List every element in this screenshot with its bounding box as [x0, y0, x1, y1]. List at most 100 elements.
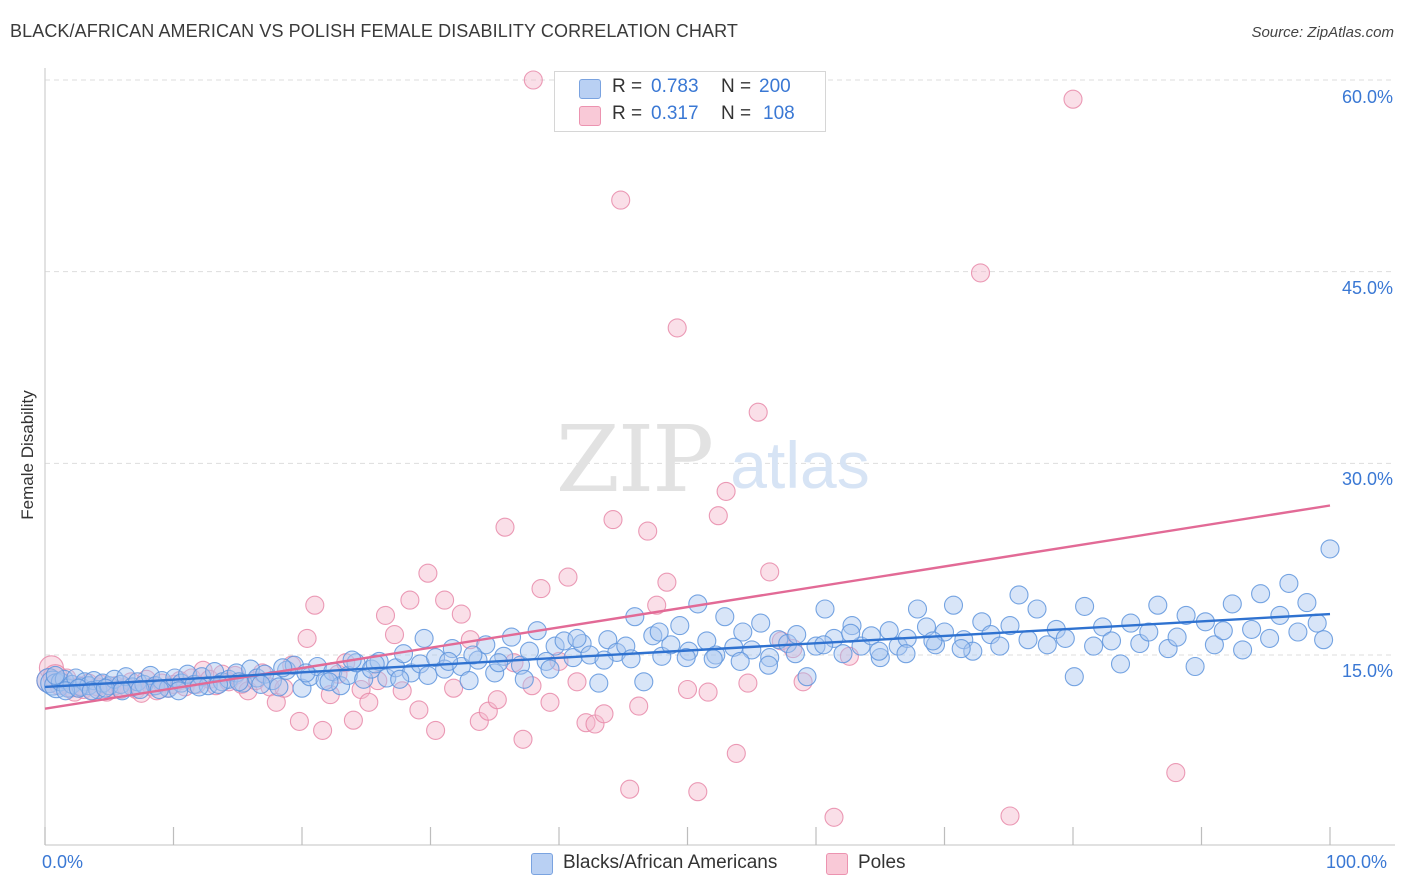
blacks-point	[990, 636, 1010, 656]
blacks-point	[833, 644, 853, 664]
blacks-point	[1320, 539, 1340, 559]
blacks-point	[545, 636, 565, 656]
blacks-point	[319, 672, 339, 692]
poles-point	[594, 704, 614, 724]
blacks-point	[661, 635, 681, 655]
poles-point	[716, 481, 736, 501]
blacks-point	[733, 622, 753, 642]
y-tick-label: 15.0%	[1341, 661, 1393, 681]
poles-legend-swatch-icon	[826, 853, 848, 875]
blacks-trend-line	[44, 612, 1331, 689]
n-value: 108	[763, 103, 795, 124]
blacks-point	[1167, 627, 1187, 647]
poles-point	[629, 696, 649, 716]
poles-point	[726, 743, 746, 763]
poles-point	[558, 567, 578, 587]
r-label: R =	[612, 76, 643, 97]
blacks-point	[95, 678, 115, 698]
blacks-point	[703, 649, 723, 669]
blacks-point	[963, 641, 983, 661]
poles-point	[760, 562, 780, 582]
poles-point	[793, 672, 813, 692]
blacks-point	[649, 622, 669, 642]
blacks-point	[1101, 631, 1122, 651]
blacks-point	[514, 669, 534, 689]
poles-point	[638, 521, 658, 541]
blacks-point	[1000, 616, 1020, 636]
poles-point	[667, 318, 687, 338]
blacks-point	[742, 640, 762, 660]
blacks-point	[1075, 596, 1095, 616]
blacks-point	[1084, 636, 1104, 656]
blacks-point	[815, 599, 835, 619]
blacks-point	[907, 599, 928, 619]
blacks-point	[1288, 622, 1308, 642]
poles-point	[677, 679, 698, 700]
poles-point	[418, 563, 438, 583]
blacks-point	[841, 623, 861, 643]
blacks-point	[787, 625, 807, 645]
poles-point	[603, 510, 623, 530]
blacks-point	[589, 673, 609, 693]
blacks-point	[1222, 594, 1242, 614]
y-tick-label: 60.0%	[1341, 87, 1393, 107]
poles-point	[824, 807, 844, 827]
r-value: 0.317	[651, 103, 699, 124]
poles-swatch-icon	[579, 106, 601, 126]
blacks-point	[634, 672, 654, 692]
poles-point	[523, 70, 543, 90]
blacks-point	[414, 628, 434, 648]
poles-point	[384, 625, 405, 645]
poles-point	[392, 681, 412, 701]
poles-point	[495, 517, 515, 537]
blacks-point	[869, 641, 889, 661]
y-tick-label: 45.0%	[1341, 278, 1393, 298]
poles-point	[522, 676, 542, 696]
blacks-point	[1251, 584, 1271, 604]
blacks-point	[760, 648, 780, 668]
blacks-point	[1260, 628, 1280, 648]
watermark-zip: ZIP	[556, 406, 712, 513]
blacks-point	[390, 669, 410, 689]
blacks-point	[751, 613, 771, 633]
blacks-point	[1314, 630, 1334, 650]
poles-point	[647, 595, 667, 615]
blacks-point	[485, 663, 505, 683]
axes	[44, 68, 1395, 846]
poles-point	[620, 779, 640, 799]
blacks-point	[785, 644, 805, 664]
correlation-legend: R = 0.783 N = 200 R = 0.317 N = 108	[554, 71, 826, 132]
blacks-point	[251, 674, 271, 694]
blacks-point	[730, 651, 750, 671]
blacks-point	[1297, 593, 1317, 613]
blacks-point	[1148, 595, 1168, 615]
blacks-point	[45, 665, 65, 685]
blacks-point	[923, 631, 943, 651]
poles-point	[409, 700, 429, 720]
poles-point	[343, 710, 363, 730]
blacks-point	[758, 655, 779, 675]
poles-point	[313, 720, 333, 740]
blacks-point	[1176, 605, 1196, 625]
blacks-point	[519, 641, 539, 661]
blacks-point	[540, 659, 560, 679]
blacks-point	[670, 616, 690, 636]
blacks-point	[1121, 613, 1141, 633]
blacks-point	[870, 648, 890, 668]
poles-point	[698, 682, 718, 702]
poles-point	[289, 711, 309, 731]
poles-point	[540, 692, 560, 712]
blacks-point	[567, 628, 587, 648]
blacks-point	[814, 635, 834, 655]
blacks-point	[1110, 654, 1131, 674]
poles-point	[1166, 763, 1186, 783]
r-label: R =	[612, 103, 643, 124]
blacks-point	[463, 645, 483, 665]
blacks-point	[1018, 630, 1038, 650]
blacks-point	[1204, 635, 1224, 655]
blacks-point	[943, 595, 964, 615]
blacks-point	[806, 636, 826, 656]
blacks-point	[1307, 613, 1327, 633]
x-tick-label: 0.0%	[42, 852, 84, 872]
